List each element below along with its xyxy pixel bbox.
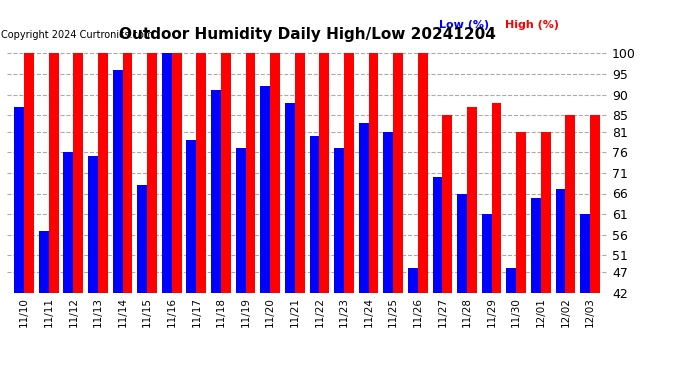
Bar [123, 53, 132, 292]
Bar [467, 107, 477, 292]
Bar [211, 90, 221, 292]
Bar [172, 53, 181, 292]
Bar [295, 53, 304, 292]
Bar [393, 53, 403, 292]
Bar [442, 115, 452, 292]
Bar [457, 194, 467, 292]
Bar [221, 53, 230, 292]
Bar [147, 53, 157, 292]
Bar [49, 53, 59, 292]
Bar [186, 140, 197, 292]
Bar [384, 132, 393, 292]
Bar [580, 214, 590, 292]
Bar [236, 148, 246, 292]
Bar [112, 70, 123, 292]
Title: Outdoor Humidity Daily High/Low 20241204: Outdoor Humidity Daily High/Low 20241204 [119, 27, 495, 42]
Bar [531, 198, 541, 292]
Bar [137, 185, 147, 292]
Bar [270, 53, 280, 292]
Bar [63, 152, 73, 292]
Bar [162, 53, 172, 292]
Bar [590, 115, 600, 292]
Bar [359, 123, 368, 292]
Text: Copyright 2024 Curtronics.com: Copyright 2024 Curtronics.com [1, 30, 153, 40]
Bar [491, 103, 502, 292]
Bar [88, 156, 98, 292]
Bar [417, 53, 428, 292]
Bar [334, 148, 344, 292]
Bar [260, 86, 270, 292]
Bar [24, 53, 34, 292]
Bar [310, 136, 319, 292]
Bar [541, 132, 551, 292]
Bar [14, 107, 24, 292]
Bar [319, 53, 329, 292]
Bar [506, 268, 516, 292]
Bar [285, 103, 295, 292]
Bar [39, 231, 49, 292]
Bar [565, 115, 575, 292]
Bar [368, 53, 378, 292]
Text: Low (%): Low (%) [439, 20, 489, 30]
Bar [73, 53, 83, 292]
Bar [482, 214, 491, 292]
Bar [246, 53, 255, 292]
Bar [344, 53, 354, 292]
Bar [555, 189, 565, 292]
Bar [197, 53, 206, 292]
Bar [98, 53, 108, 292]
Text: High (%): High (%) [505, 20, 559, 30]
Bar [516, 132, 526, 292]
Bar [408, 268, 417, 292]
Bar [433, 177, 442, 292]
